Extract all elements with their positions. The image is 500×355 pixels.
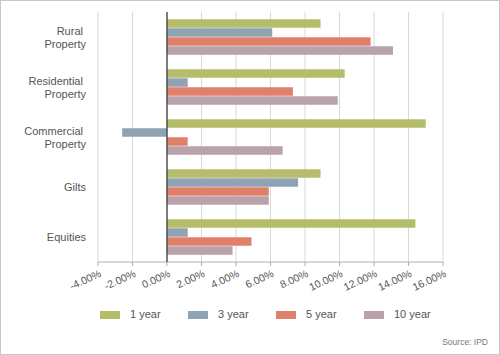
category-label: Gilts xyxy=(64,181,87,193)
bar xyxy=(167,196,269,205)
bar xyxy=(167,87,293,96)
bar xyxy=(167,46,393,55)
chart: -4.00%-2.00%0.00%2.00%4.00%6.00%8.00%10.… xyxy=(0,0,500,355)
bar xyxy=(167,19,321,28)
legend-swatch xyxy=(188,311,208,319)
tick-mark xyxy=(443,262,444,266)
bar xyxy=(167,78,188,87)
bar xyxy=(167,28,272,37)
tick-label: 10.00% xyxy=(307,267,344,293)
grid xyxy=(98,12,443,266)
category-label: Commercial Property xyxy=(24,125,86,150)
tick-label: 12.00% xyxy=(341,267,378,293)
legend-swatch xyxy=(100,311,120,319)
bar xyxy=(167,37,371,46)
bar xyxy=(167,178,298,187)
bar xyxy=(167,219,415,228)
tick-label: 4.00% xyxy=(209,267,241,290)
bar xyxy=(167,137,188,146)
legend-label: 10 year xyxy=(394,308,431,320)
tick-mark xyxy=(305,262,306,266)
legend-label: 5 year xyxy=(306,308,337,320)
grid-line xyxy=(132,12,133,262)
bar xyxy=(167,146,283,155)
grid-line xyxy=(167,12,168,262)
tick-label: 8.00% xyxy=(278,267,310,290)
tick-label: 14.00% xyxy=(376,267,413,293)
category-label: Rural Property xyxy=(44,25,86,50)
legend-swatch xyxy=(276,311,296,319)
category-label: Equities xyxy=(47,231,87,243)
category-label: Residential Property xyxy=(29,75,87,100)
tick-label: -2.00% xyxy=(102,267,137,292)
tick-mark xyxy=(374,262,375,266)
bar xyxy=(167,237,252,246)
bar xyxy=(167,69,345,78)
bar xyxy=(122,128,167,137)
bar xyxy=(167,187,269,196)
bar xyxy=(167,169,321,178)
tick-label: 6.00% xyxy=(243,267,275,290)
grid-line xyxy=(443,12,444,262)
bar xyxy=(167,228,188,237)
x-axis xyxy=(98,262,443,263)
legend-label: 1 year xyxy=(130,308,161,320)
tick-mark xyxy=(167,262,168,266)
grid-line xyxy=(98,12,99,262)
tick-label: 2.00% xyxy=(174,267,206,290)
tick-label: -4.00% xyxy=(68,267,103,292)
tick-mark xyxy=(201,262,202,266)
tick-mark xyxy=(132,262,133,266)
legend-swatch xyxy=(364,311,384,319)
tick-mark xyxy=(236,262,237,266)
tick-mark xyxy=(270,262,271,266)
tick-mark xyxy=(339,262,340,266)
tick-mark xyxy=(408,262,409,266)
bar xyxy=(167,119,426,128)
zero-line xyxy=(166,12,167,262)
tick-mark xyxy=(98,262,99,266)
legend-label: 3 year xyxy=(218,308,249,320)
bar xyxy=(167,246,233,255)
bar xyxy=(167,96,338,105)
tick-label: 0.00% xyxy=(140,267,172,290)
frame xyxy=(1,1,500,355)
bars xyxy=(122,19,426,255)
legend: 1 year 3 year 5 year 10 year xyxy=(100,308,431,320)
tick-label: 16.00% xyxy=(410,267,447,293)
source-note: Source: IPD xyxy=(442,337,488,347)
